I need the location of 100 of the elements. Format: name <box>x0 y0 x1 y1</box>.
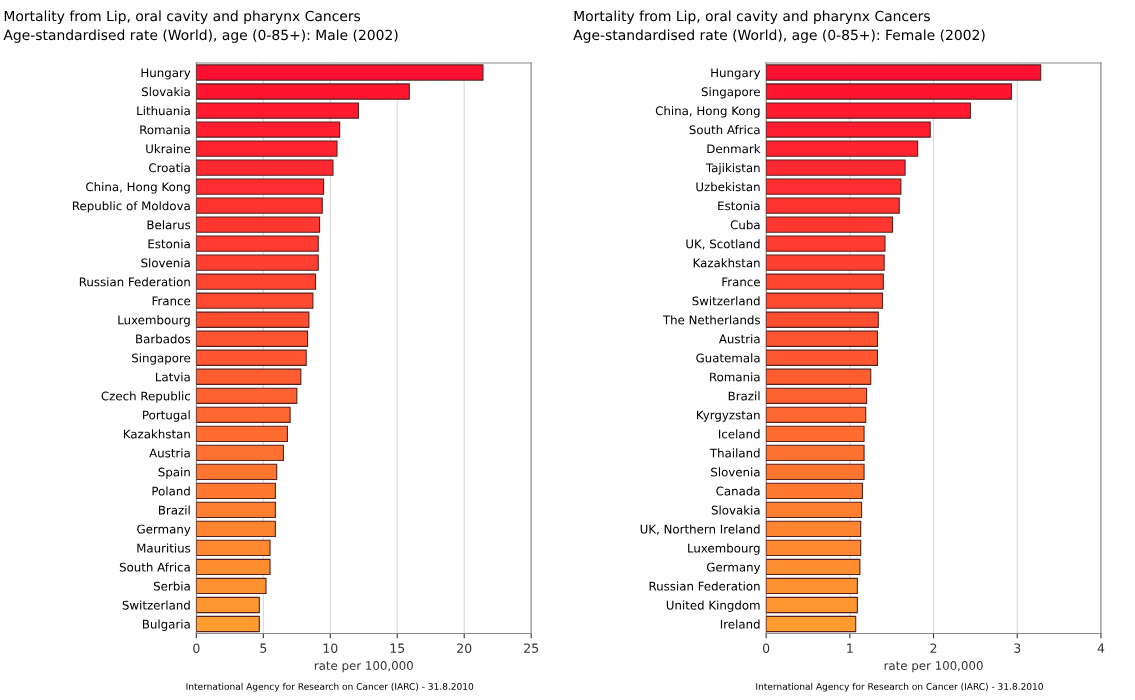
y-tick-label: Czech Republic <box>101 391 191 403</box>
bar <box>766 615 857 633</box>
y-tick-label: Croatia <box>149 163 190 173</box>
bar <box>196 292 314 309</box>
bar <box>766 121 931 138</box>
y-tick-label: Germany <box>706 562 761 574</box>
bar <box>766 596 858 614</box>
y-tick-label: Poland <box>152 486 190 496</box>
y-tick-label: Romania <box>710 372 760 382</box>
bar <box>766 159 906 176</box>
y-tick-label: Kazakhstan <box>123 429 190 439</box>
y-tick-label: Russian Federation <box>79 277 190 287</box>
y-tick-label: Switzerland <box>122 600 190 610</box>
bar <box>196 463 278 481</box>
y-tick-label: Luxembourg <box>688 543 760 555</box>
y-tick-label: United Kingdom <box>666 600 760 612</box>
bar <box>196 539 271 557</box>
bar <box>766 539 862 557</box>
y-tick-label: UK, Scotland <box>686 239 760 250</box>
bar <box>196 501 276 519</box>
bar <box>196 349 307 366</box>
y-tick-label: Serbia <box>153 581 190 591</box>
bar <box>196 444 284 462</box>
y-tick-label: Singapore <box>132 353 191 365</box>
bar <box>766 216 894 233</box>
bar <box>766 311 879 328</box>
y-tick-label: Portugal <box>143 410 190 422</box>
bar <box>196 330 309 347</box>
y-tick-label: Spain <box>158 467 190 479</box>
bar <box>766 406 867 423</box>
bar <box>196 140 338 157</box>
y-tick-label: Slovakia <box>142 87 190 97</box>
bar <box>766 444 865 462</box>
y-tick-label: Singapore <box>701 87 760 99</box>
x-axis-title: rate per 100,000 <box>884 661 983 673</box>
bar <box>196 178 325 195</box>
y-tick-label: China, Hong Kong <box>655 106 760 118</box>
bar <box>766 292 884 309</box>
y-tick-label: France <box>722 277 760 287</box>
y-tick-label: Ukraine <box>146 144 191 154</box>
text: International Agency for Research on Cancer (IARC) - 31.8.2010 <box>186 682 474 692</box>
y-tick-label: Luxembourg <box>118 315 190 327</box>
bar <box>766 520 862 538</box>
chart-title: Mortality from Lip, oral cavity and pharynx Cancers <box>4 10 361 24</box>
y-tick-label: Guatemala <box>696 353 760 363</box>
y-tick-label: Estonia <box>718 201 760 211</box>
y-tick-label: Brazil <box>159 505 190 515</box>
x-tick-label: 1 <box>847 643 853 653</box>
y-tick-label: Uzbekistan <box>696 182 760 192</box>
bar <box>196 197 323 214</box>
bar <box>196 425 288 442</box>
y-tick-label: Mauritius <box>137 543 191 553</box>
x-axis-title: rate per 100,000 <box>314 661 413 673</box>
bar <box>196 311 310 328</box>
bar <box>766 254 885 271</box>
x-tick-label: 0 <box>193 643 200 653</box>
bar <box>766 501 863 519</box>
chart-title: Mortality from Lip, oral cavity and pharynx Cancers <box>574 10 930 24</box>
y-tick-label: Ireland <box>720 619 760 629</box>
bar <box>766 558 861 576</box>
bar <box>196 121 341 138</box>
x-tick-label: 0 <box>762 643 770 653</box>
y-tick-label: South Africa <box>119 562 190 572</box>
y-tick-label: Switzerland <box>692 296 760 306</box>
bar <box>196 273 317 290</box>
bar <box>196 558 271 576</box>
text: International Agency for Research on Cancer (IARC) - 31.8.2010 <box>756 682 1043 692</box>
y-tick-label: UK, Northern Ireland <box>640 524 760 535</box>
bar <box>766 140 919 157</box>
chart-subtitle: Age-standardised rate (World), age (0-85+): Female (2002) <box>573 29 985 43</box>
y-tick-label: Iceland <box>719 429 760 439</box>
x-tick-label: 4 <box>1097 643 1105 653</box>
y-tick-label: Republic of Moldova <box>72 201 190 213</box>
bar <box>196 482 276 500</box>
y-tick-label: Hungary <box>141 68 191 80</box>
bar <box>196 64 484 81</box>
x-tick-label: 10 <box>323 643 338 653</box>
y-tick-label: Germany <box>137 524 191 536</box>
x-tick-label: 25 <box>524 643 539 653</box>
y-tick-label: The Netherlands <box>662 315 760 325</box>
bar <box>766 425 865 442</box>
bar <box>196 83 410 100</box>
y-tick-label: Latvia <box>156 372 190 382</box>
bar <box>766 83 1012 100</box>
y-tick-label: Romania <box>140 125 190 135</box>
bar <box>766 273 884 290</box>
y-tick-label: Kazakhstan <box>693 258 760 268</box>
bar <box>766 64 1042 81</box>
y-tick-label: South Africa <box>689 125 760 135</box>
y-tick-label: Cuba <box>730 220 760 230</box>
bar <box>196 406 291 423</box>
bar <box>196 159 334 176</box>
bar <box>196 216 321 233</box>
y-tick-label: Hungary <box>711 68 761 80</box>
y-tick-label: Kyrgyzstan <box>697 410 760 422</box>
bar <box>196 368 302 385</box>
bar <box>196 235 319 252</box>
bar <box>196 596 260 614</box>
bar <box>766 463 865 481</box>
chart-subtitle: Age-standardised rate (World), age (0-85+): Male (2002) <box>3 29 398 43</box>
